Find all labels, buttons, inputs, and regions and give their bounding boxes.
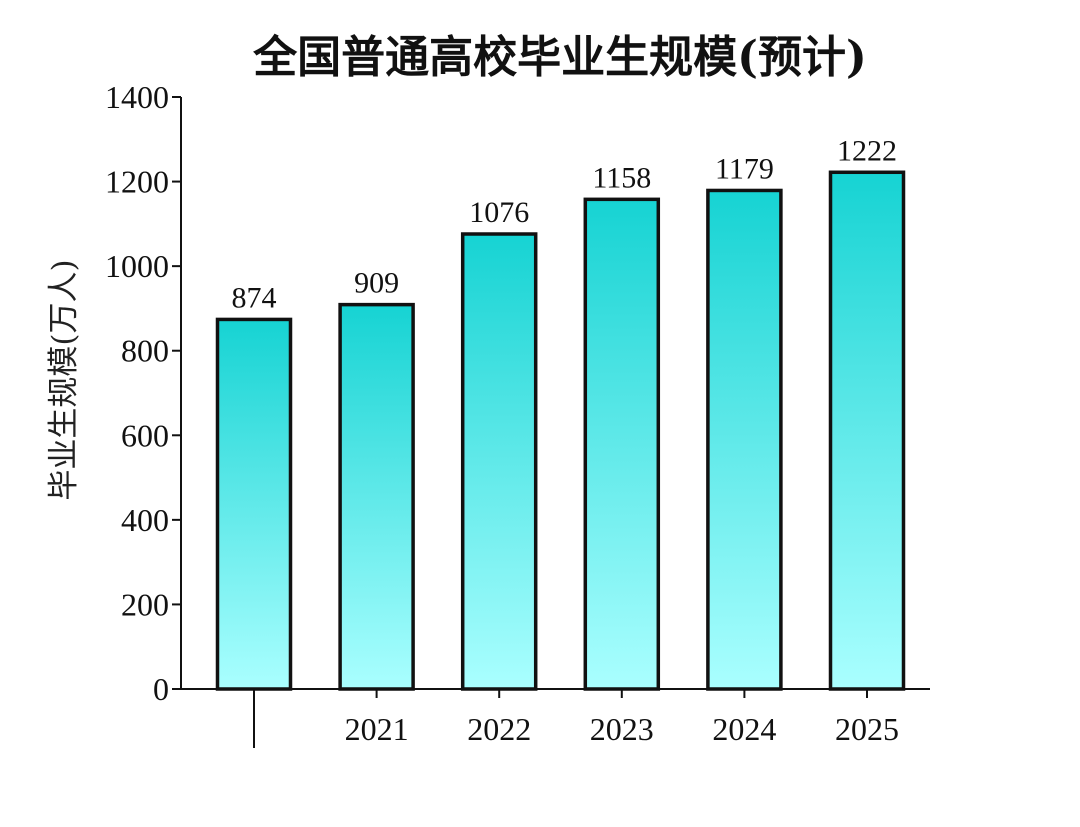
bars: 874 909 1076 1158 1179 1222 [215,134,906,691]
x-tick-label: 2022 [467,711,531,747]
x-tick-label: 2021 [345,711,409,747]
bar-value-label: 909 [354,267,399,300]
bar [706,188,783,691]
bar [583,197,661,691]
bar-value-label: 1179 [715,152,774,185]
bar [460,232,538,691]
y-tick-label: 0 [153,671,169,707]
y-tick-label: 400 [121,502,169,538]
y-axis-ticks: 0 200 400 600 800 1000 1200 1400 [105,79,181,707]
y-tick-label: 200 [121,586,169,622]
bar-value-label: 1158 [592,161,651,194]
y-tick-label: 800 [121,333,169,369]
y-tick-label: 1200 [105,164,169,200]
bar-value-label: 1076 [469,196,529,229]
chart-title: 全国普通高校毕业生规模(预计) [252,32,867,83]
bar [828,170,906,691]
x-axis-ticks: 2021 2022 2023 2024 2025 [253,689,899,748]
bar-value-label: 1222 [837,134,897,167]
y-axis-label: 毕业生规模(万人) [46,259,82,500]
y-tick-label: 600 [121,417,169,453]
x-tick-label: 2024 [712,711,776,747]
x-tick-label: 2023 [590,711,654,747]
bar-value-label: 874 [232,281,277,314]
y-tick-label: 1400 [105,79,169,115]
y-tick-label: 1000 [105,248,169,284]
bar [338,302,415,691]
bar [215,317,293,691]
x-tick-label: 2025 [835,711,899,747]
